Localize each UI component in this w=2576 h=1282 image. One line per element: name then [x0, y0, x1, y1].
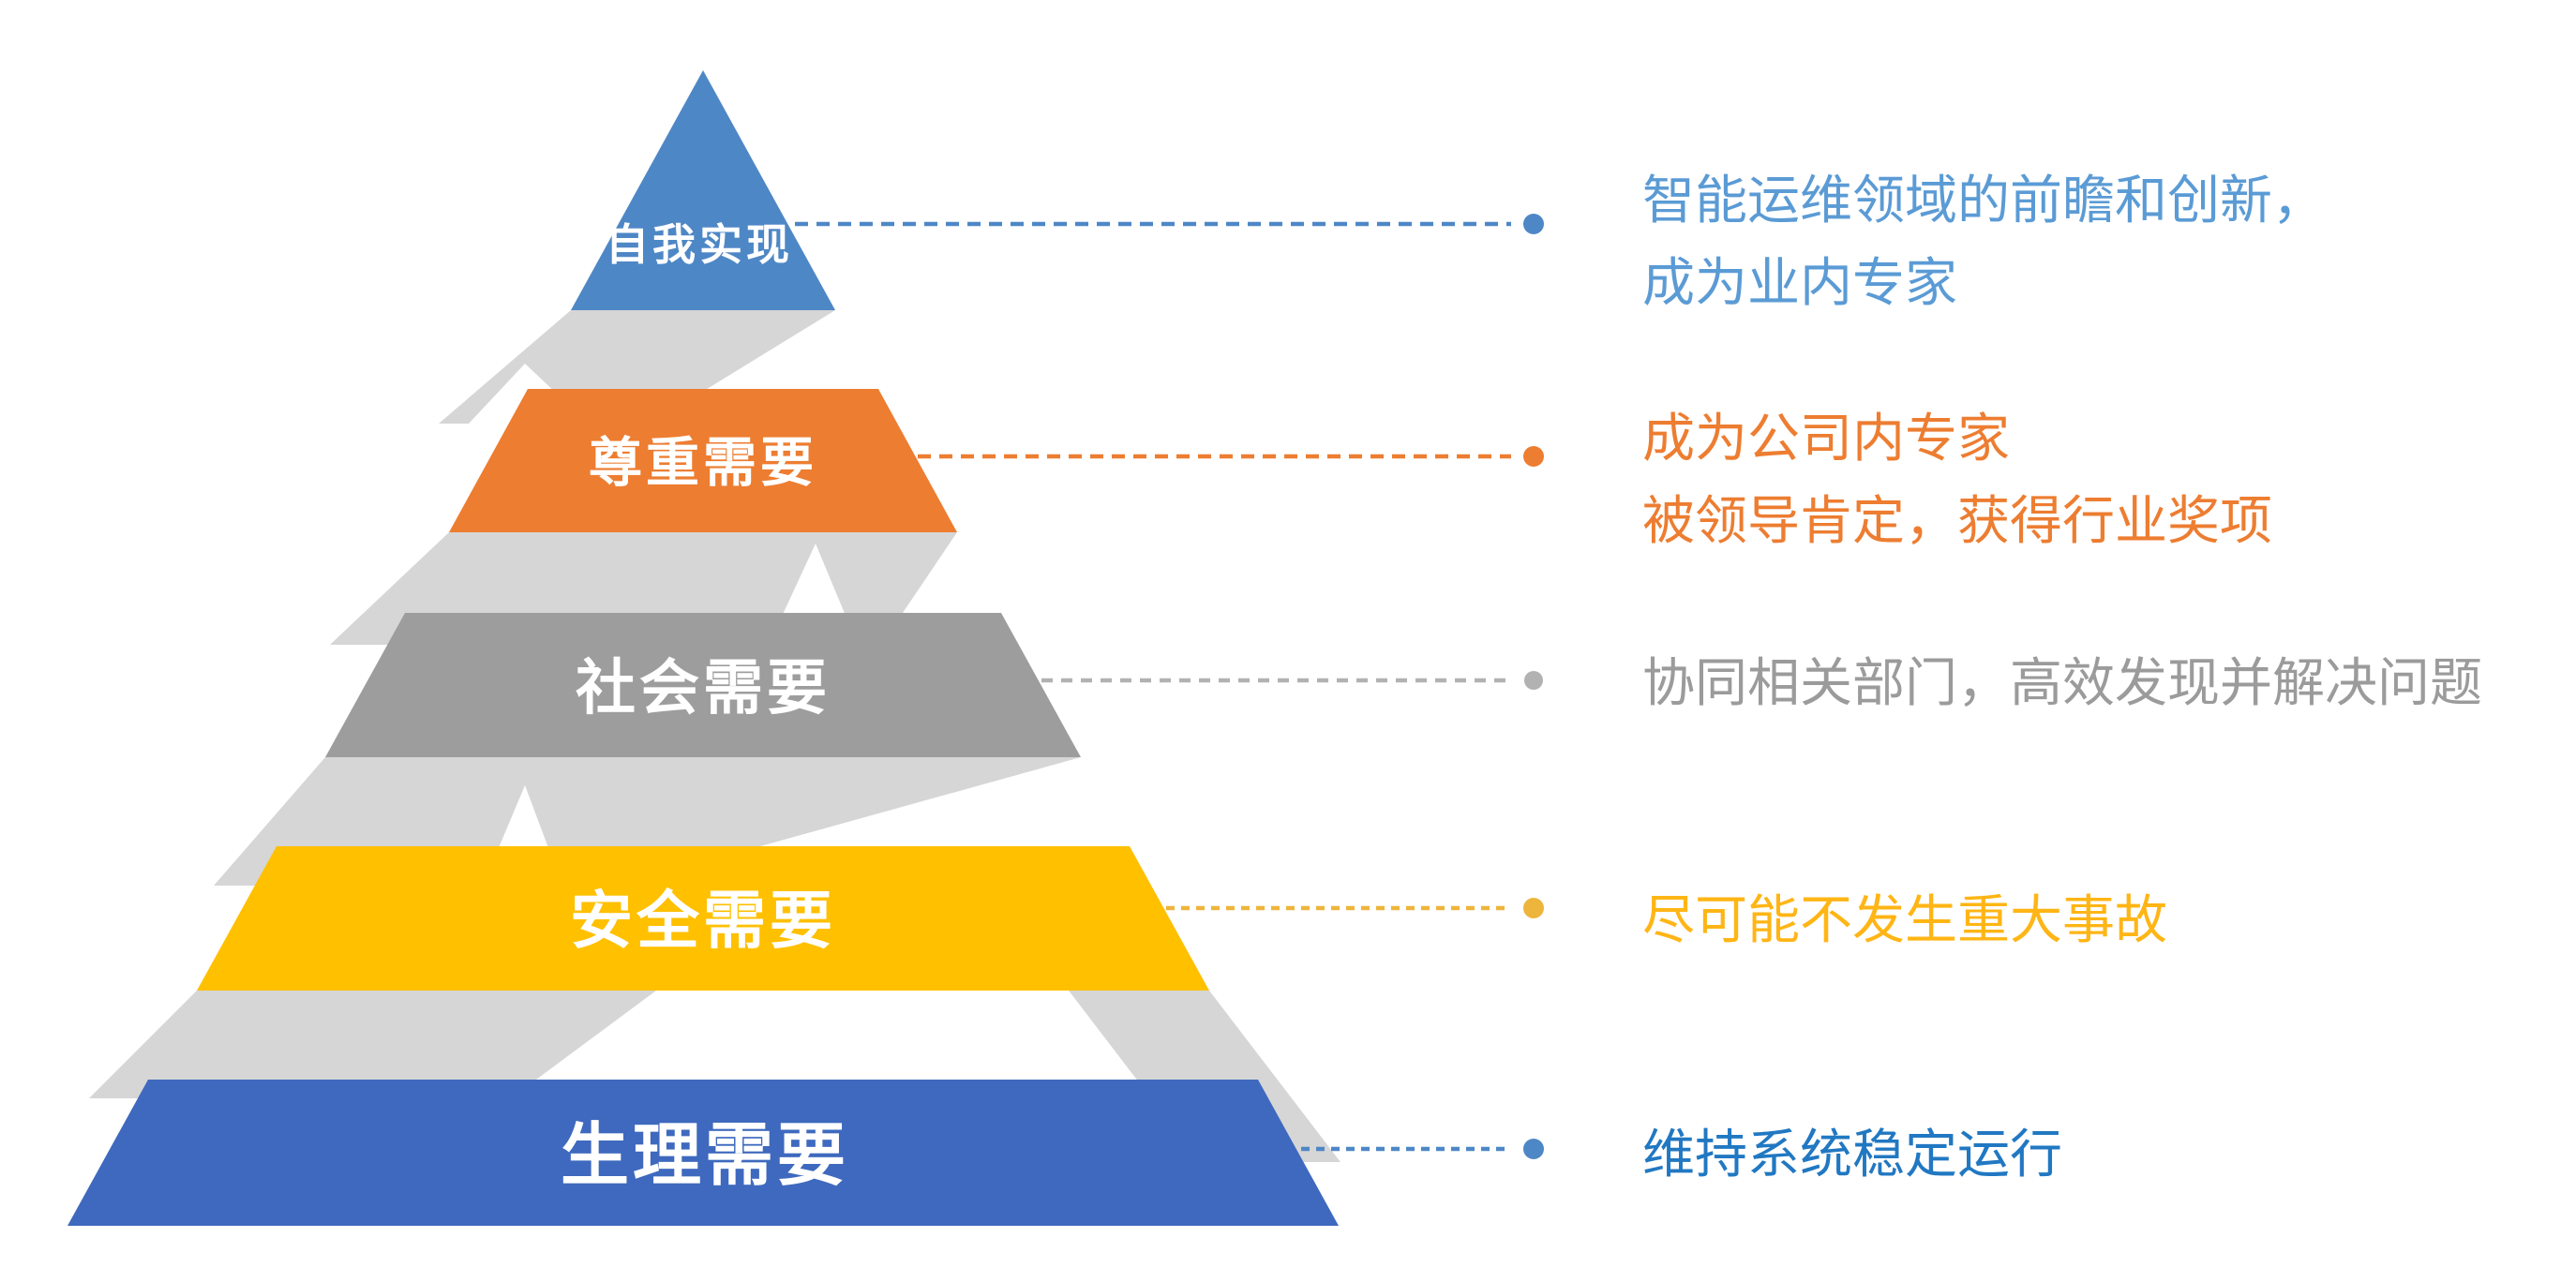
leader-dot-5	[1523, 1139, 1544, 1159]
shadow-ribbon-4	[89, 991, 656, 1098]
note-line: 维持系统稳定运行	[1642, 1125, 2062, 1184]
pyramid-level-2-shape	[449, 389, 957, 532]
pyramid-level-5-label: 生理需要	[561, 1118, 849, 1194]
note-line: 成为公司内专家	[1642, 409, 2010, 468]
note-social: 协同相关部门，高效发现并解决问题	[1642, 642, 2482, 724]
pyramid-level-1-label: 自我实现	[606, 220, 793, 269]
note-line: 成为业内专家	[1642, 253, 1957, 312]
pyramid-level-3-label: 社会需要	[576, 654, 831, 722]
pyramid-level-4-label: 安全需要	[570, 887, 836, 957]
note-self-actualization: 智能运维领域的前瞻和创新， 成为业内专家	[1642, 159, 2325, 324]
note-line: 被领导肯定，获得行业奖项	[1642, 491, 2272, 550]
pyramid-level-2-label: 尊重需要	[589, 433, 817, 493]
note-esteem: 成为公司内专家 被领导肯定，获得行业奖项	[1642, 397, 2272, 562]
leader-dot-3	[1524, 671, 1543, 690]
leader-dot-4	[1523, 898, 1544, 918]
note-line: 尽可能不发生重大事故	[1642, 890, 2167, 949]
pyramid-level-3-shape	[325, 613, 1081, 757]
pyramid-level-5-shape	[67, 1080, 1339, 1226]
note-line: 协同相关部门，高效发现并解决问题	[1642, 653, 2482, 712]
note-safety: 尽可能不发生重大事故	[1642, 879, 2167, 962]
pyramid-level-4-shape	[197, 846, 1209, 991]
shadow-ribbon-1	[439, 310, 835, 424]
note-physiological: 维持系统稳定运行	[1642, 1113, 2062, 1196]
leader-dot-2	[1523, 446, 1544, 467]
note-line: 智能运维领域的前瞻和创新，	[1642, 171, 2325, 230]
pyramid-level-1-shape	[571, 70, 835, 310]
leader-dot-1	[1523, 214, 1544, 234]
